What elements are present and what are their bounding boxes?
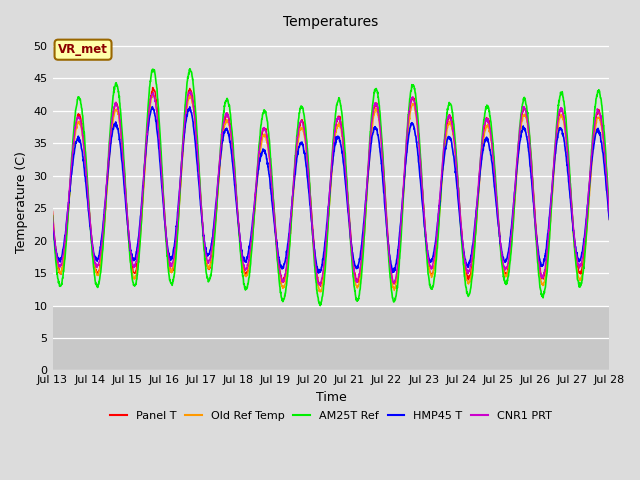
Old Ref Temp (49, 214, 56, 219)
Panel T (204, 264, 212, 270)
CNR1 PRT (186, 88, 194, 94)
Old Ref Temp (557, 113, 564, 119)
Panel T (360, 233, 367, 239)
AM25T Ref (204, 277, 212, 283)
Old Ref Temp (348, 247, 355, 253)
Old Ref Temp (605, 217, 613, 223)
CNR1 PRT (572, 251, 580, 257)
Old Ref Temp (204, 263, 212, 269)
Panel T (557, 106, 564, 111)
Panel T (572, 252, 580, 258)
AM25T Ref (572, 264, 580, 270)
CNR1 PRT (348, 244, 355, 250)
HMP45 T (315, 270, 323, 276)
Y-axis label: Temperature (C): Temperature (C) (15, 151, 28, 252)
AM25T Ref (493, 199, 501, 204)
AM25T Ref (557, 89, 564, 95)
Old Ref Temp (360, 242, 367, 248)
HMP45 T (605, 216, 613, 222)
HMP45 T (348, 242, 355, 248)
Line: AM25T Ref: AM25T Ref (52, 69, 609, 306)
CNR1 PRT (493, 203, 501, 208)
AM25T Ref (49, 213, 56, 219)
AM25T Ref (605, 210, 613, 216)
HMP45 T (360, 221, 367, 227)
Text: VR_met: VR_met (58, 43, 108, 56)
AM25T Ref (316, 303, 324, 309)
Old Ref Temp (150, 92, 157, 98)
Line: HMP45 T: HMP45 T (52, 107, 609, 273)
HMP45 T (204, 251, 212, 257)
Panel T (348, 242, 355, 248)
Line: Old Ref Temp: Old Ref Temp (52, 95, 609, 292)
Panel T (49, 208, 56, 214)
AM25T Ref (348, 252, 355, 258)
Old Ref Temp (493, 206, 501, 212)
Line: CNR1 PRT: CNR1 PRT (52, 91, 609, 285)
AM25T Ref (186, 66, 194, 72)
CNR1 PRT (360, 230, 367, 236)
HMP45 T (572, 249, 580, 255)
HMP45 T (148, 104, 156, 109)
HMP45 T (49, 221, 56, 227)
CNR1 PRT (557, 105, 564, 111)
CNR1 PRT (204, 261, 212, 266)
Panel T (317, 283, 324, 289)
Old Ref Temp (572, 261, 580, 266)
CNR1 PRT (49, 214, 56, 220)
X-axis label: Time: Time (316, 391, 346, 404)
Bar (52, 306, 609, 371)
CNR1 PRT (605, 211, 613, 217)
Panel T (148, 84, 156, 90)
Title: Temperatures: Temperatures (284, 15, 379, 29)
Line: Panel T: Panel T (52, 87, 609, 286)
Panel T (493, 203, 501, 208)
Panel T (605, 212, 613, 217)
HMP45 T (557, 125, 564, 131)
Old Ref Temp (317, 289, 324, 295)
CNR1 PRT (316, 282, 324, 288)
AM25T Ref (360, 244, 367, 250)
Legend: Panel T, Old Ref Temp, AM25T Ref, HMP45 T, CNR1 PRT: Panel T, Old Ref Temp, AM25T Ref, HMP45 … (106, 407, 556, 426)
HMP45 T (493, 211, 501, 217)
